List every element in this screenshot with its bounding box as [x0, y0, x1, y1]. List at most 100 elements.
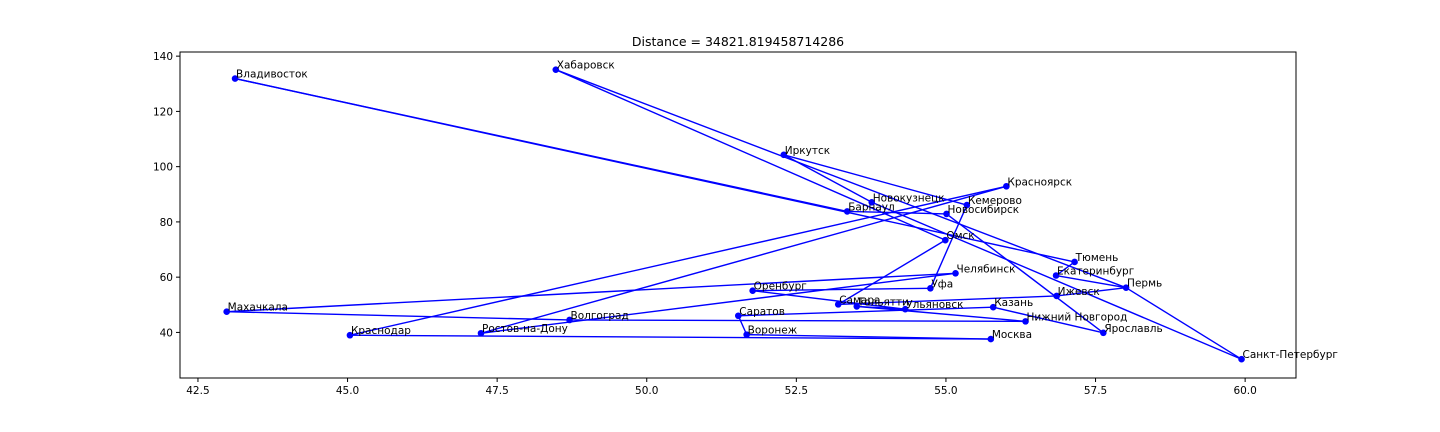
- city-point: [231, 75, 239, 82]
- city-point: [566, 316, 573, 324]
- plot-frame: [179, 51, 1297, 379]
- y-tick-label: 40: [160, 327, 173, 339]
- city-label: Ярославль: [1104, 323, 1162, 335]
- route-segment: [555, 69, 946, 241]
- city-point: [901, 305, 909, 313]
- city-label: Саратов: [739, 306, 785, 318]
- city-label: Москва: [992, 329, 1032, 341]
- city-point: [749, 287, 756, 294]
- x-tick-label: 55.0: [934, 385, 957, 397]
- route-segment: [555, 69, 1127, 289]
- route-segment: [226, 310, 570, 321]
- y-tick-label: 80: [160, 217, 173, 229]
- route-segment: [1055, 261, 1076, 277]
- route-segment: [226, 272, 956, 313]
- route-segment: [752, 290, 906, 310]
- city-point: [927, 284, 934, 292]
- city-point: [987, 335, 995, 343]
- city-label: Казань: [994, 297, 1033, 309]
- city-point: [1052, 272, 1060, 279]
- city-label: Ростов-на-Дону: [482, 323, 568, 335]
- city-label: Краснодар: [351, 325, 411, 337]
- y-tick-label: 120: [153, 106, 173, 118]
- city-label: Воронеж: [748, 325, 798, 337]
- route-segment: [993, 306, 1104, 334]
- route-segment: [1055, 274, 1127, 289]
- city-label: Владивосток: [236, 69, 308, 81]
- city-point: [223, 308, 230, 315]
- y-tick-label: 100: [153, 162, 173, 174]
- route-segment: [871, 201, 1242, 360]
- city-label: Нижний Новгород: [1027, 311, 1128, 323]
- city-point: [477, 329, 485, 337]
- chart-title: Distance = 34821.819458714286: [632, 34, 844, 49]
- x-tick-label: 52.5: [785, 385, 808, 397]
- city-point: [834, 301, 842, 308]
- route-segment: [738, 306, 994, 317]
- city-point: [989, 303, 997, 311]
- city-point: [963, 201, 971, 209]
- route-segment: [783, 154, 873, 203]
- city-point: [853, 303, 861, 310]
- route-segment: [1056, 286, 1127, 297]
- city-label: Новокузнецк: [873, 192, 945, 204]
- city-label: Иркутск: [785, 145, 830, 157]
- city-point: [1053, 292, 1060, 300]
- route-segment: [234, 77, 848, 213]
- city-label: Тольятти: [857, 296, 909, 308]
- route-lines: [226, 69, 1242, 360]
- city-point: [346, 331, 354, 339]
- route-segment: [480, 185, 1007, 334]
- axes: 42.5 45.0 47.5 50.0 52.5 55.0 57.5 60.0 40 60 80 10…: [153, 51, 1257, 397]
- city-label: Оренбург: [754, 281, 807, 293]
- city-label: Екатеринбург: [1057, 266, 1134, 278]
- city-label: Тюмень: [1075, 252, 1119, 264]
- route-segment: [1125, 287, 1242, 360]
- city-point: [868, 198, 876, 206]
- route-segment: [856, 305, 1026, 323]
- city-label: Санкт-Петербург: [1243, 349, 1338, 361]
- city-point: [743, 331, 750, 338]
- city-point: [1100, 329, 1107, 337]
- route-segment: [838, 295, 1057, 306]
- city-point: [552, 66, 560, 73]
- city-label: Новосибирск: [948, 204, 1020, 216]
- route-segment: [569, 319, 1026, 323]
- route-segment: [349, 334, 991, 340]
- city-labels: Владивосток Хабаровск Иркутск Красноярск Нов…: [228, 60, 1338, 362]
- city-point: [1238, 355, 1245, 363]
- city-label: Красноярск: [1007, 176, 1072, 188]
- city-point: [1122, 284, 1130, 291]
- x-tick-label: 42.5: [186, 385, 209, 397]
- route-segment: [480, 272, 956, 334]
- city-label: Волгоград: [571, 310, 629, 322]
- city-point: [843, 208, 851, 215]
- route-segment: [946, 213, 1104, 334]
- route-segment: [783, 154, 968, 206]
- route-segment: [746, 333, 991, 340]
- city-point: [1003, 182, 1010, 190]
- route-segment: [752, 287, 931, 292]
- city-label: Барнаул: [848, 201, 895, 213]
- route-segment: [737, 315, 748, 335]
- city-point: [942, 236, 949, 244]
- city-point: [952, 269, 959, 277]
- city-label: Самара: [839, 294, 880, 306]
- city-label: Пермь: [1127, 278, 1162, 290]
- city-label: Омск: [946, 230, 974, 242]
- city-point: [780, 151, 788, 159]
- city-label: Кемерово: [968, 195, 1022, 207]
- city-point: [1022, 318, 1029, 325]
- city-label: Челябинск: [957, 263, 1016, 275]
- x-tick-label: 50.0: [635, 385, 658, 397]
- city-label: Ижевск: [1058, 286, 1100, 298]
- route-segment: [837, 239, 946, 305]
- city-point: [1071, 258, 1078, 266]
- city-point: [734, 312, 742, 320]
- city-label: Уфа: [931, 278, 953, 290]
- x-tick-label: 47.5: [485, 385, 508, 397]
- route-segment: [847, 210, 947, 215]
- city-points: [223, 66, 1245, 363]
- route-segment: [349, 185, 1007, 336]
